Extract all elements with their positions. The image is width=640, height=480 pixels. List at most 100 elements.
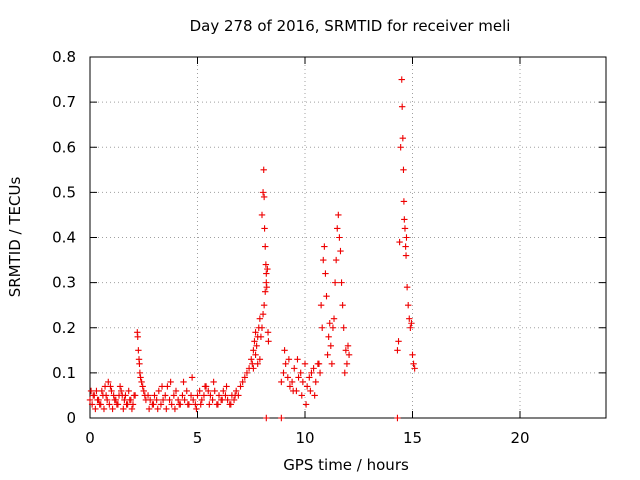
data-point [254,360,261,368]
data-point [109,405,116,413]
data-point [102,392,110,399]
data-point [121,396,128,404]
data-point [337,247,344,255]
data-point [398,76,405,83]
data-point [264,329,272,336]
axis-ticks: 0 0.1 0.2 0.3 0.4 0.5 0.6 0.7 0.8 0 5 10 15 20 [52,48,606,447]
data-point [295,374,302,381]
data-points [86,76,418,422]
data-point [278,378,285,386]
data-point [176,401,183,408]
data-point [222,392,229,399]
data-point [321,243,328,250]
data-point [332,256,340,264]
data-point [129,401,137,408]
data-point [107,383,114,390]
x-tick-label: 10 [295,429,314,447]
data-point [140,387,147,395]
data-point [395,338,402,345]
x-tick-label: 5 [193,429,203,447]
y-tick-label: 0.1 [52,364,76,382]
data-point [224,396,231,404]
data-point [260,193,268,201]
data-point [163,405,170,413]
data-point [168,401,175,408]
data-point [248,356,255,363]
x-tick-label: 15 [403,429,422,447]
data-point [117,387,125,395]
y-tick-label: 0.4 [52,229,76,247]
data-point [285,356,293,363]
data-point [284,374,291,381]
data-point [101,383,109,390]
data-point [298,392,305,399]
data-point [200,392,208,399]
data-point [394,414,401,422]
data-point [147,396,154,404]
data-point [339,301,346,309]
y-tick-label: 0.7 [52,93,76,111]
data-point [306,374,313,381]
data-point [137,374,144,381]
data-point [409,351,416,359]
data-point [230,396,238,404]
data-point [317,301,325,309]
data-point [144,392,152,399]
data-point [237,383,244,390]
data-point [94,396,101,404]
data-point [239,378,246,386]
data-point [214,401,222,408]
data-point [303,383,311,390]
data-point [249,360,256,368]
data-point [291,365,298,372]
data-point [196,387,203,395]
x-tick-label: 0 [85,429,95,447]
data-point [299,378,307,386]
data-point [179,392,186,399]
data-point [122,392,129,399]
data-point [307,387,314,395]
data-point [282,360,289,368]
data-point [265,338,272,345]
data-point [335,211,342,219]
data-point [184,401,192,408]
data-point [398,103,406,110]
data-point [251,338,258,345]
data-point [344,342,352,349]
data-point [180,378,187,386]
data-point [252,351,259,359]
data-point [260,301,268,309]
data-point [115,392,123,399]
data-point [128,405,136,413]
y-tick-label: 0.8 [52,48,76,66]
data-point [264,265,271,273]
data-point [320,256,327,264]
data-point [190,396,197,404]
data-point [157,401,165,408]
data-point [343,360,351,368]
data-point [411,365,418,372]
data-point [194,392,201,399]
data-point [262,288,269,295]
data-point [410,360,417,368]
data-point [162,392,169,399]
data-point [108,387,115,395]
y-tick-label: 0 [66,409,76,427]
data-point [105,378,112,386]
data-point [250,347,257,354]
data-point [188,374,196,381]
data-point [334,225,341,232]
data-point [405,301,412,309]
data-point [171,405,179,413]
data-point [116,383,124,390]
data-point [258,324,266,331]
data-point [397,144,404,151]
data-point [396,238,403,246]
data-point [345,351,353,359]
data-point [403,234,410,241]
data-point [134,333,141,340]
data-point [338,279,345,286]
data-point [402,243,409,250]
y-tick-label: 0.5 [52,183,76,201]
y-tick-label: 0.6 [52,138,76,156]
